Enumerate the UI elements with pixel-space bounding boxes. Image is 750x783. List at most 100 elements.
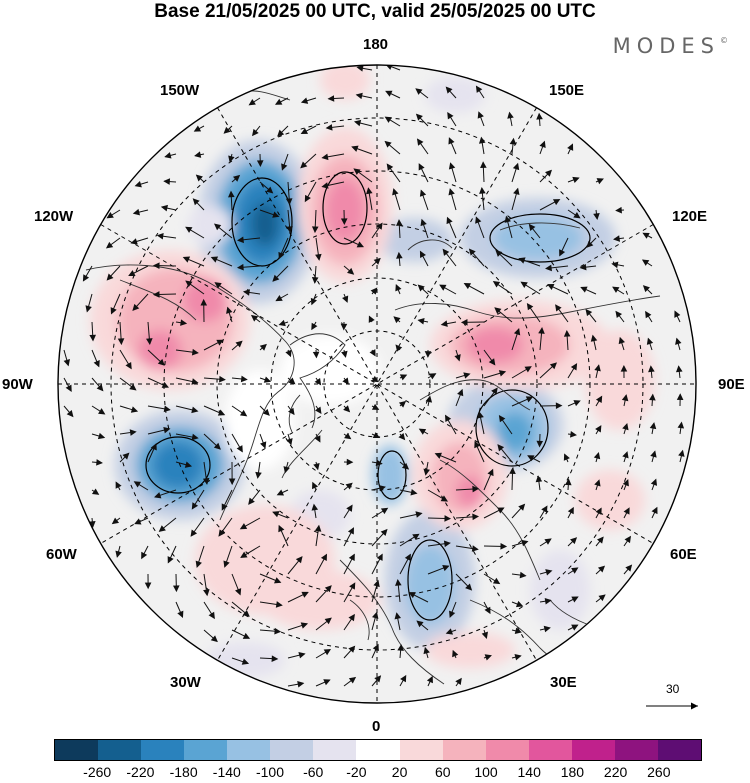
colorbar-swatch <box>184 740 228 760</box>
wind-arrow-head <box>272 511 280 518</box>
wind-arrow-head <box>327 95 335 102</box>
wind-arrow-head <box>543 625 551 633</box>
wind-arrow-head <box>457 388 464 397</box>
wind-arrow-head <box>132 303 140 312</box>
wind-arrow-head <box>420 218 427 227</box>
wind-arrow-head <box>590 334 598 342</box>
wind-arrow-head <box>128 270 136 277</box>
colorbar-swatch <box>485 740 529 760</box>
colorbar-tick-label: 20 <box>391 764 408 780</box>
lon-label-60e: 60E <box>670 546 697 563</box>
wind-arrow-head <box>676 393 684 400</box>
wind-arrow-head <box>494 307 502 314</box>
wind-arrow-head <box>300 161 308 169</box>
wind-arrow-head <box>480 161 487 169</box>
wind-arrow-head <box>418 163 425 171</box>
wind-arrow-head <box>394 612 402 620</box>
wind-arrow-head <box>384 116 392 123</box>
wind-arrow-head <box>223 126 231 134</box>
wind-arrow-head <box>571 596 579 603</box>
wind-arrow-head <box>185 226 193 233</box>
wind-arrow-head <box>285 198 293 206</box>
wind-arrow-head <box>278 251 285 260</box>
wind-arrow-head <box>677 421 685 429</box>
wind-arrow-head <box>341 350 348 358</box>
wind-arrow-head <box>217 409 226 416</box>
wind-arrow-head <box>311 503 319 511</box>
wind-arrow-head <box>477 111 484 119</box>
wind-arrow-head <box>250 314 259 322</box>
wind-arrow-head <box>513 328 521 336</box>
wind-arrow-head <box>194 151 202 158</box>
wind-arrow-head <box>277 129 285 137</box>
wind-arrow-head <box>213 442 221 450</box>
wind-arrow-head <box>110 307 117 315</box>
wind-arrow-head <box>200 298 208 306</box>
wind-arrow-head <box>313 462 320 471</box>
wind-arrow-head <box>472 485 480 493</box>
wind-arrow-head <box>621 394 629 402</box>
wind-arrow-head <box>384 140 392 148</box>
wind-arrow-head <box>260 441 267 449</box>
colorbar-ticks: -260 -220 -180 -140 -100 -60 -20 20 60 100 140 180 2… <box>0 764 750 782</box>
wind-arrow-head <box>509 137 517 145</box>
lon-label-150w: 150W <box>160 82 200 99</box>
colorbar-tick-label: 260 <box>647 764 671 780</box>
wind-arrow-head <box>271 655 279 662</box>
wind-arrow-head <box>442 564 450 572</box>
colorbar-tick-label: -220 <box>126 764 155 780</box>
wind-arrow-head <box>514 653 522 661</box>
wind-arrow-head <box>416 138 424 146</box>
wind-arrow-head <box>447 111 454 120</box>
wind-arrow-head <box>239 409 248 417</box>
wind-arrow-head <box>642 285 650 293</box>
wind-arrow-head <box>474 440 481 449</box>
wind-arrow-head <box>380 507 389 515</box>
wind-arrow-head <box>311 226 319 234</box>
colorbar-tick-label: -140 <box>212 764 241 780</box>
wind-arrow-head <box>346 504 353 512</box>
wind-arrow-head <box>91 488 100 495</box>
wind-arrow-head <box>146 338 153 346</box>
wind-arrow-head <box>400 674 407 683</box>
wind-arrow-head <box>491 387 498 395</box>
wind-arrow-head <box>255 471 262 479</box>
lon-label-150e: 150E <box>549 82 585 99</box>
wind-arrow-head <box>545 169 552 177</box>
wind-arrow-head <box>274 627 282 635</box>
wind-arrow-head <box>573 211 581 219</box>
wind-arrow-head <box>374 675 382 683</box>
wind-arrow-head <box>648 365 655 373</box>
wind-arrow-head <box>373 579 380 588</box>
wind-arrow-head <box>426 675 433 684</box>
wind-arrow-head <box>525 396 534 403</box>
wind-arrow-head <box>115 550 122 558</box>
wind-arrow-head <box>191 378 199 385</box>
wind-arrow-head <box>439 284 447 291</box>
reference-arrow-icon <box>646 702 698 710</box>
wind-arrow-head <box>571 624 579 631</box>
reference-vector-label: 30 <box>666 682 680 696</box>
wind-arrow-head <box>248 497 255 505</box>
wind-arrow-head <box>624 535 632 544</box>
wind-arrow-head <box>274 577 282 584</box>
wind-arrow-head <box>185 280 193 288</box>
wind-arrow-head <box>134 518 142 525</box>
wind-arrow-head <box>130 238 138 245</box>
wind-arrow-head <box>674 310 681 318</box>
wind-arrow-head <box>585 308 593 317</box>
wind-arrow-head <box>564 478 572 486</box>
wind-arrow-head <box>449 610 456 618</box>
wind-arrow-head <box>622 451 629 459</box>
wind-arrow-head <box>596 178 604 185</box>
wind-arrow-head <box>195 174 203 182</box>
wind-arrow-head <box>235 340 243 348</box>
wind-arrow-head <box>263 376 272 383</box>
wind-arrow-head <box>97 432 106 440</box>
colorbar-swatch <box>98 740 142 760</box>
wind-arrow-head <box>454 354 461 362</box>
wind-arrow-head <box>152 291 160 298</box>
colorbar-swatch <box>356 740 400 760</box>
wind-arrow-head <box>343 405 351 413</box>
wind-arrow-head <box>275 601 283 608</box>
